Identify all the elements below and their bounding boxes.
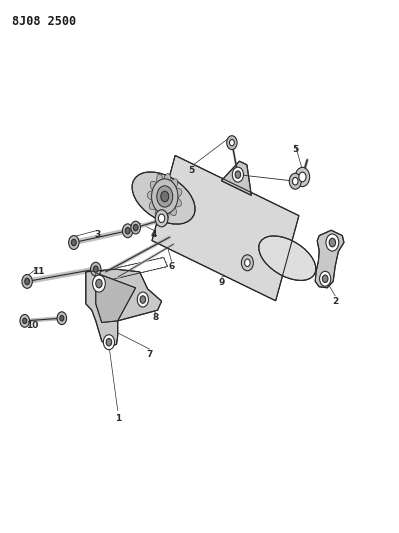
Text: 7: 7 [146, 350, 153, 359]
Text: 8: 8 [152, 313, 159, 321]
Circle shape [103, 335, 115, 350]
Circle shape [23, 318, 27, 324]
Circle shape [158, 213, 168, 226]
Polygon shape [315, 230, 344, 288]
Text: 5: 5 [292, 145, 298, 154]
Circle shape [329, 238, 336, 247]
Circle shape [69, 236, 79, 249]
Circle shape [131, 221, 140, 234]
Text: 2: 2 [332, 297, 338, 305]
Circle shape [326, 234, 339, 251]
Polygon shape [152, 156, 299, 301]
Circle shape [227, 136, 237, 150]
Circle shape [292, 177, 298, 185]
Circle shape [96, 279, 102, 288]
Circle shape [241, 255, 253, 271]
Polygon shape [221, 161, 251, 196]
Text: 3: 3 [95, 230, 101, 239]
Circle shape [157, 186, 173, 207]
Circle shape [235, 171, 241, 179]
Ellipse shape [162, 203, 169, 220]
Circle shape [152, 179, 178, 214]
Ellipse shape [259, 236, 316, 280]
Circle shape [140, 296, 146, 303]
Circle shape [295, 167, 310, 187]
Circle shape [91, 262, 101, 276]
Ellipse shape [132, 172, 195, 224]
Text: 10: 10 [26, 321, 38, 329]
Circle shape [245, 259, 250, 266]
Circle shape [106, 338, 112, 346]
Circle shape [161, 191, 169, 202]
Circle shape [71, 239, 76, 246]
Ellipse shape [155, 202, 164, 217]
Circle shape [158, 214, 165, 223]
Circle shape [122, 224, 133, 238]
Circle shape [155, 210, 168, 227]
Circle shape [93, 266, 98, 272]
Ellipse shape [169, 196, 182, 207]
Ellipse shape [147, 191, 160, 200]
Circle shape [133, 224, 138, 231]
Ellipse shape [168, 179, 178, 193]
Text: 5: 5 [188, 166, 195, 175]
Ellipse shape [163, 173, 171, 190]
Text: 1: 1 [115, 414, 121, 423]
Circle shape [322, 275, 328, 282]
Circle shape [299, 172, 306, 182]
Text: 11: 11 [32, 268, 44, 276]
Ellipse shape [150, 181, 161, 194]
Circle shape [137, 292, 148, 307]
Circle shape [160, 216, 165, 223]
Circle shape [57, 312, 67, 325]
Circle shape [25, 278, 30, 285]
Ellipse shape [149, 198, 161, 209]
Circle shape [20, 314, 30, 327]
Circle shape [320, 271, 331, 286]
Circle shape [93, 275, 105, 292]
Text: 8J08 2500: 8J08 2500 [12, 15, 76, 28]
Ellipse shape [170, 188, 182, 198]
Text: 9: 9 [218, 278, 225, 287]
Circle shape [289, 173, 301, 189]
Circle shape [232, 167, 243, 182]
Polygon shape [96, 273, 136, 322]
Circle shape [22, 274, 32, 288]
Circle shape [229, 140, 234, 146]
Text: 4: 4 [150, 230, 157, 239]
Text: 6: 6 [168, 262, 175, 271]
Circle shape [60, 316, 64, 321]
Circle shape [125, 228, 130, 234]
Polygon shape [86, 269, 162, 346]
Ellipse shape [157, 174, 165, 191]
Ellipse shape [167, 201, 176, 216]
